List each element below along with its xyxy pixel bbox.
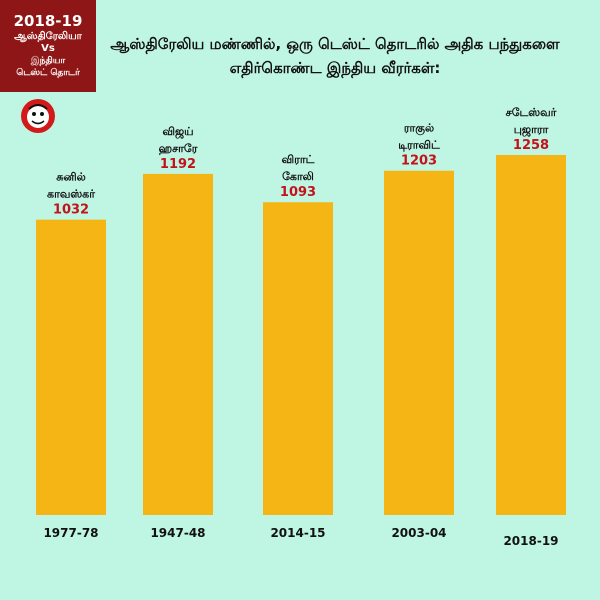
player-name-label: விராட் xyxy=(282,153,315,166)
player-name-label: சுனில் xyxy=(56,171,85,184)
player-name-label: கோலி xyxy=(282,170,314,183)
bar xyxy=(36,219,106,516)
bar xyxy=(496,155,566,515)
value-label: 1032 xyxy=(53,203,89,218)
player-name-label: புஜாரா xyxy=(514,123,549,137)
bar xyxy=(143,173,213,515)
player-name-label: காவஸ்கர் xyxy=(47,188,95,201)
badge-team1: ஆஸ்திரேலியா xyxy=(14,31,82,42)
series-badge: 2018-19 ஆஸ்திரேலியா Vs இந்தியா டெஸ்ட் தொ… xyxy=(0,0,96,92)
player-name-label: ராகுல் xyxy=(404,122,434,137)
player-name-label: சடேஸ்வர் xyxy=(506,106,557,119)
year-tick-label: 1947-48 xyxy=(150,526,205,540)
year-tick-label: 2018-19 xyxy=(503,534,558,548)
year-tick-label: 1977-78 xyxy=(43,526,98,540)
badge-year: 2018-19 xyxy=(13,12,83,30)
value-label: 1192 xyxy=(160,157,196,172)
badge-series: டெஸ்ட் தொடர் xyxy=(16,68,80,78)
badge-team2: இந்தியா xyxy=(30,56,66,66)
cartoon-mascot-icon xyxy=(21,99,55,133)
badge-vs: Vs xyxy=(41,43,55,54)
bar xyxy=(384,170,454,516)
value-label: 1258 xyxy=(513,138,549,153)
player-name-label: விஜய் xyxy=(162,125,193,139)
bar xyxy=(263,202,333,515)
player-name-label: ஹசாரே xyxy=(159,142,198,155)
player-name-label: டிராவிட் xyxy=(398,139,440,152)
value-label: 1093 xyxy=(280,185,316,200)
value-label: 1203 xyxy=(401,154,437,169)
chart-title: ஆஸ்திரேலிய மண்ணில், ஒரு டெஸ்ட் தொடரில் அ… xyxy=(110,35,560,77)
year-tick-label: 2003-04 xyxy=(391,526,446,540)
year-tick-label: 2014-15 xyxy=(270,526,325,540)
